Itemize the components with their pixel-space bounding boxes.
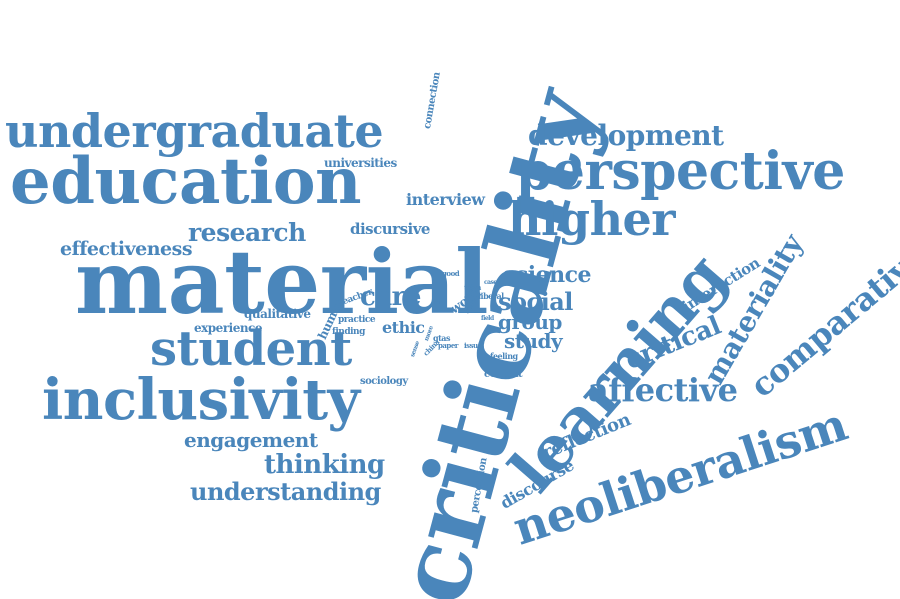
word-issue: issue [464, 342, 482, 349]
word-qualitative: qualitative [244, 308, 311, 320]
word-field: field [481, 316, 494, 322]
word-case: case [484, 280, 497, 286]
word-understanding: understanding [190, 480, 381, 504]
word-ethic: ethic [382, 320, 425, 336]
word-affective: affective [588, 374, 738, 406]
word-sense: sense [410, 341, 421, 358]
word-len: len [432, 298, 444, 306]
word-experience: experience [194, 322, 262, 334]
word-universities: universities [324, 157, 397, 169]
word-finding: finding [332, 328, 365, 337]
word-liberal: liberal [478, 292, 504, 300]
word-inclusivity: inclusivity [42, 372, 360, 428]
word-education: education [10, 150, 361, 214]
word-undergraduate: undergraduate [5, 108, 383, 154]
word-development: development [528, 122, 724, 150]
word-discursive: discursive [350, 222, 430, 237]
word-context: context [484, 370, 522, 380]
word-research: research [188, 220, 306, 245]
word-connection: connection [423, 72, 443, 130]
word-good: good [442, 270, 459, 277]
word-practice: practice [338, 316, 375, 325]
word-paper: paper [438, 342, 458, 349]
word-engagement: engagement [184, 430, 318, 450]
word-science: science [503, 264, 591, 286]
word-thinking: thinking [264, 452, 385, 478]
word-feeling: feeling [490, 352, 518, 360]
word-interview: interview [406, 192, 485, 208]
word-perspective: perspective [516, 146, 845, 198]
word-higher: higher [508, 196, 675, 242]
word-sociology: sociology [360, 377, 408, 387]
word-effectiveness: effectiveness [60, 240, 192, 259]
word-study: study [504, 331, 562, 351]
